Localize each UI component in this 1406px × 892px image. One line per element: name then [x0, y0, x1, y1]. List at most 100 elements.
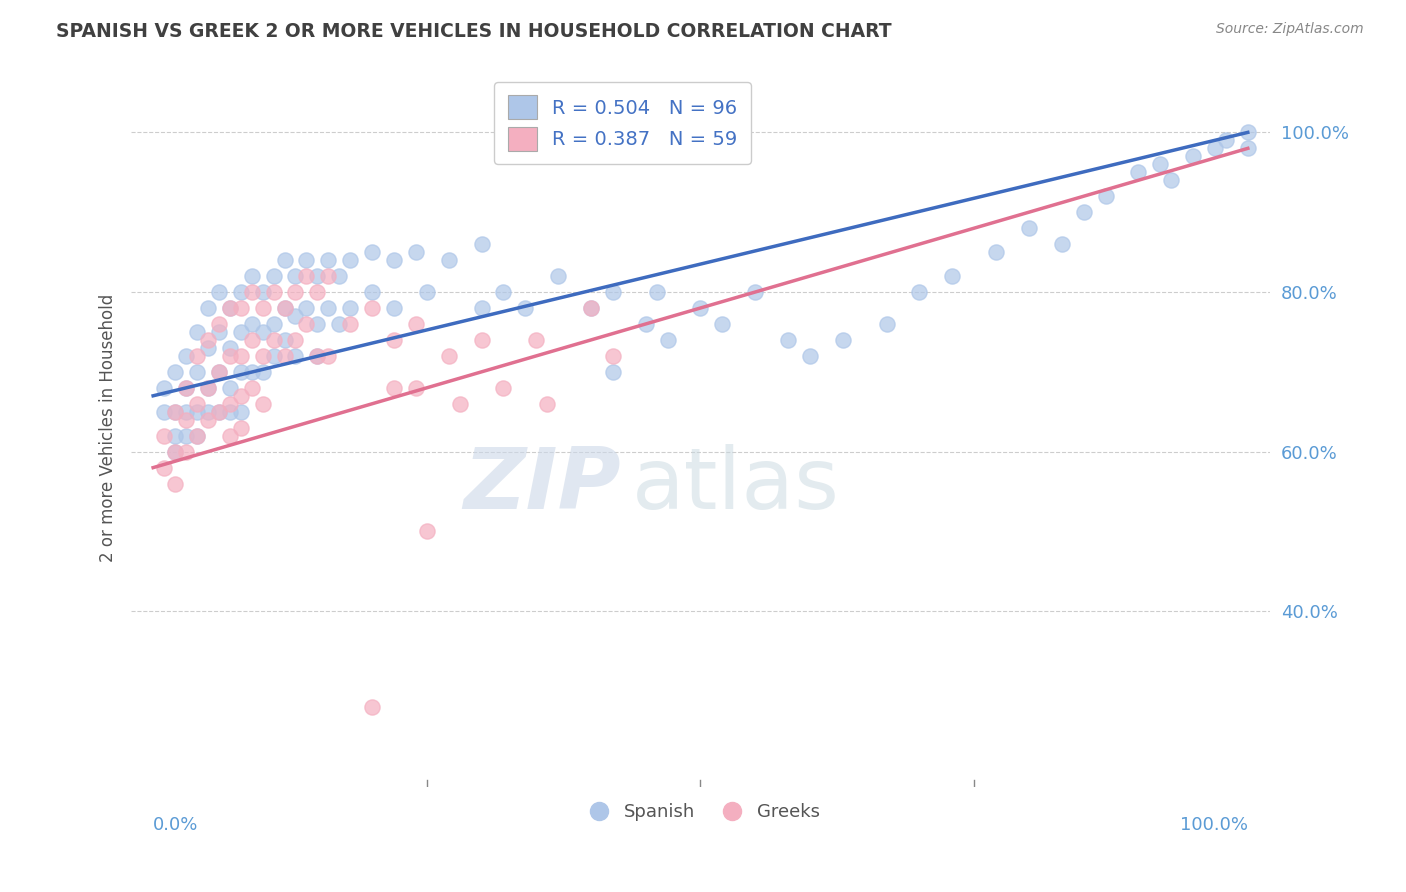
Point — [316, 301, 339, 315]
Point — [416, 524, 439, 539]
Point — [208, 365, 231, 379]
Y-axis label: 2 or more Vehicles in Household: 2 or more Vehicles in Household — [100, 293, 117, 562]
Point — [831, 333, 853, 347]
Point — [536, 397, 558, 411]
Point — [361, 700, 384, 714]
Point — [307, 317, 329, 331]
Point — [186, 365, 208, 379]
Point — [1204, 141, 1226, 155]
Point — [361, 245, 384, 260]
Point — [197, 341, 219, 355]
Point — [240, 365, 263, 379]
Point — [218, 301, 240, 315]
Point — [240, 285, 263, 299]
Text: 100.0%: 100.0% — [1180, 815, 1247, 834]
Point — [1094, 189, 1116, 203]
Point — [174, 444, 197, 458]
Text: Source: ZipAtlas.com: Source: ZipAtlas.com — [1216, 22, 1364, 37]
Point — [339, 317, 361, 331]
Point — [307, 285, 329, 299]
Point — [1050, 237, 1073, 252]
Point — [524, 333, 547, 347]
Point — [382, 253, 405, 268]
Point — [437, 349, 460, 363]
Point — [316, 268, 339, 283]
Point — [252, 325, 274, 339]
Point — [339, 253, 361, 268]
Point — [437, 253, 460, 268]
Point — [240, 381, 263, 395]
Point — [218, 405, 240, 419]
Point — [908, 285, 931, 299]
Point — [197, 333, 219, 347]
Point — [405, 245, 427, 260]
Point — [153, 428, 176, 442]
Point — [876, 317, 898, 331]
Point — [197, 301, 219, 315]
Point — [295, 301, 318, 315]
Point — [153, 460, 176, 475]
Point — [229, 325, 252, 339]
Point — [492, 285, 515, 299]
Point — [163, 405, 186, 419]
Point — [208, 317, 231, 331]
Point — [579, 301, 602, 315]
Point — [163, 444, 186, 458]
Point — [197, 413, 219, 427]
Point — [361, 285, 384, 299]
Point — [1018, 221, 1040, 235]
Point — [307, 349, 329, 363]
Point — [382, 381, 405, 395]
Legend: Spanish, Greeks: Spanish, Greeks — [574, 796, 827, 828]
Point — [208, 285, 231, 299]
Point — [284, 285, 307, 299]
Point — [229, 405, 252, 419]
Point — [515, 301, 537, 315]
Point — [284, 333, 307, 347]
Point — [174, 381, 197, 395]
Point — [174, 381, 197, 395]
Point — [307, 349, 329, 363]
Point — [634, 317, 657, 331]
Point — [163, 405, 186, 419]
Point — [776, 333, 799, 347]
Point — [273, 253, 295, 268]
Point — [208, 405, 231, 419]
Point — [602, 285, 624, 299]
Point — [295, 253, 318, 268]
Point — [984, 245, 1007, 260]
Point — [229, 389, 252, 403]
Point — [316, 349, 339, 363]
Point — [240, 333, 263, 347]
Point — [186, 428, 208, 442]
Point — [941, 268, 963, 283]
Point — [328, 268, 350, 283]
Point — [163, 476, 186, 491]
Point — [1149, 157, 1171, 171]
Point — [186, 405, 208, 419]
Point — [602, 365, 624, 379]
Point — [197, 381, 219, 395]
Point — [405, 317, 427, 331]
Point — [1128, 165, 1150, 179]
Point — [689, 301, 711, 315]
Point — [218, 301, 240, 315]
Point — [263, 333, 285, 347]
Point — [197, 405, 219, 419]
Point — [186, 349, 208, 363]
Point — [218, 397, 240, 411]
Point — [229, 349, 252, 363]
Point — [153, 405, 176, 419]
Point — [163, 444, 186, 458]
Point — [218, 381, 240, 395]
Point — [645, 285, 668, 299]
Point — [492, 381, 515, 395]
Point — [449, 397, 471, 411]
Point — [240, 317, 263, 331]
Point — [174, 413, 197, 427]
Point — [174, 428, 197, 442]
Point — [252, 365, 274, 379]
Point — [208, 325, 231, 339]
Point — [252, 285, 274, 299]
Point — [382, 333, 405, 347]
